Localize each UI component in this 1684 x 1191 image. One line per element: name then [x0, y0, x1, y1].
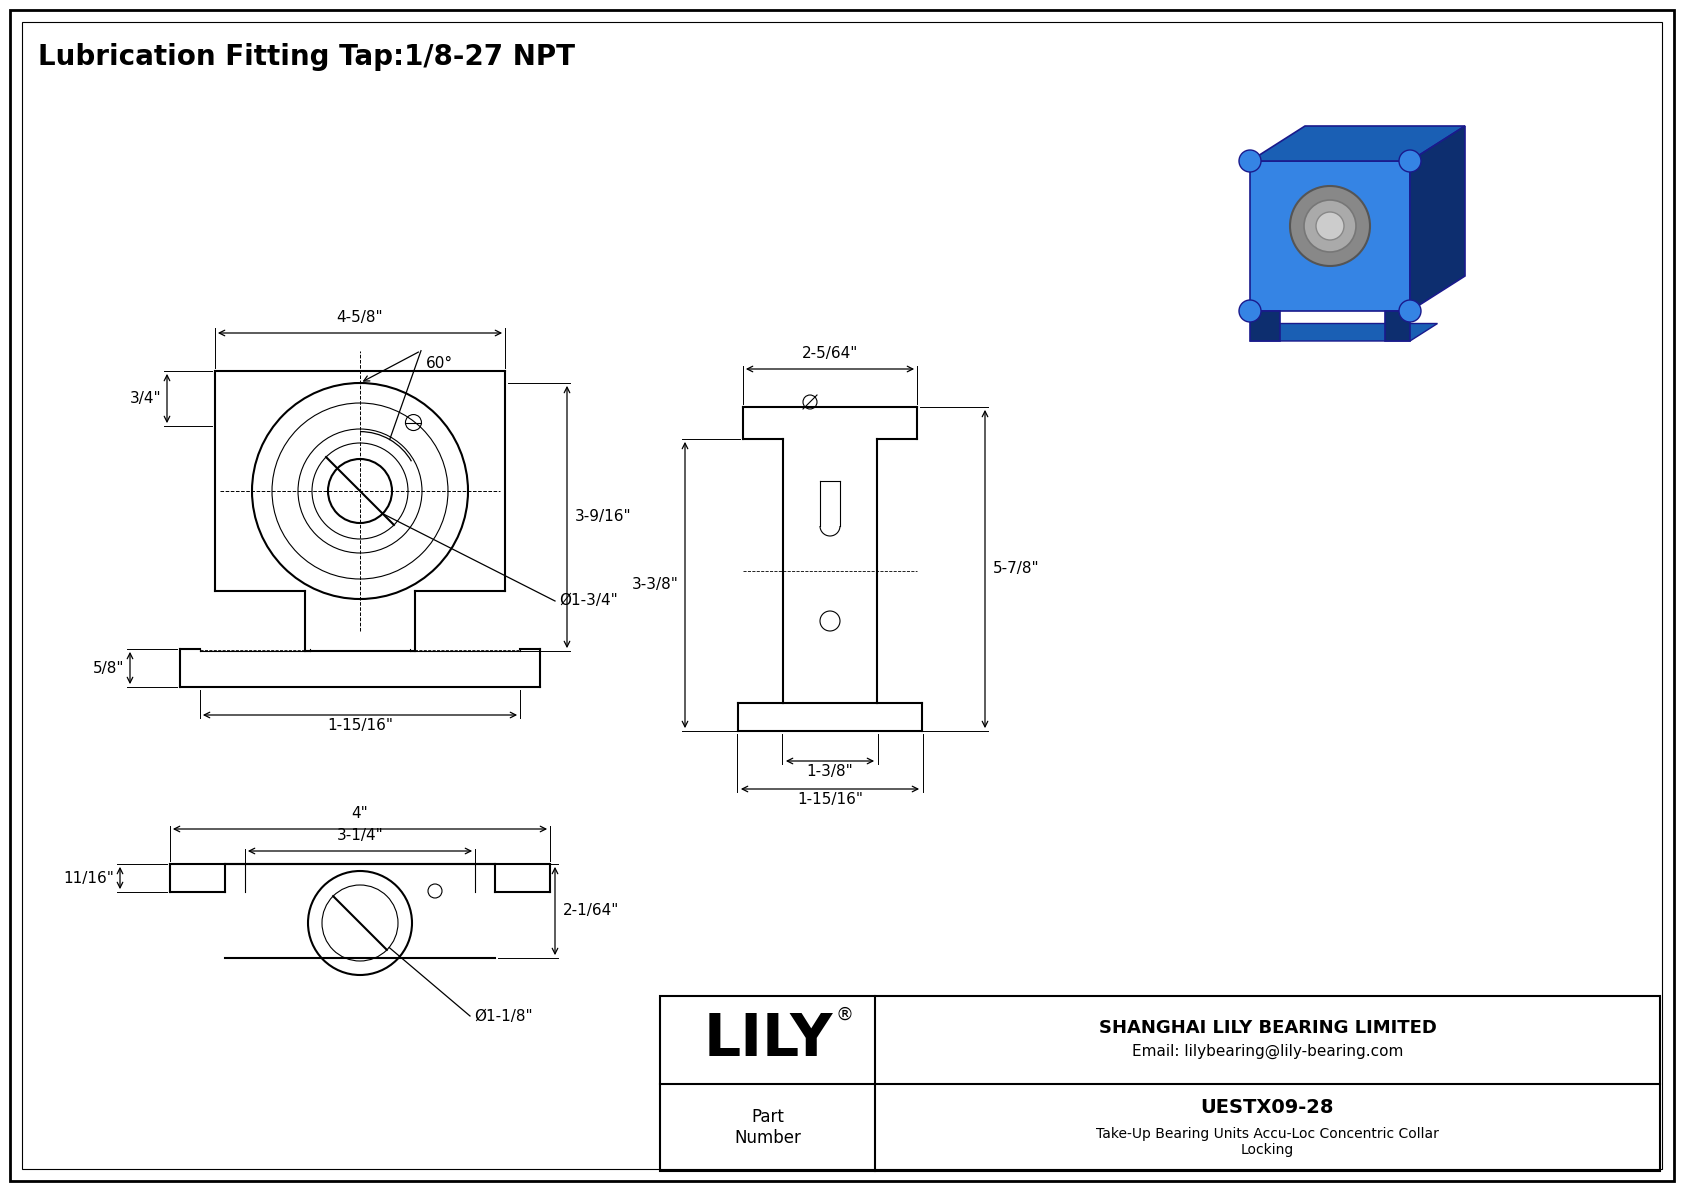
Circle shape: [1315, 212, 1344, 241]
Text: Ø1-1/8": Ø1-1/8": [473, 1009, 532, 1023]
Circle shape: [1290, 186, 1371, 266]
Circle shape: [1239, 300, 1261, 322]
Text: 3-3/8": 3-3/8": [632, 578, 679, 592]
Text: 5/8": 5/8": [93, 661, 125, 675]
Text: Ø1-3/4": Ø1-3/4": [559, 593, 618, 609]
Text: LILY: LILY: [704, 1011, 832, 1068]
Polygon shape: [1410, 126, 1465, 311]
Text: 3-9/16": 3-9/16": [574, 510, 632, 524]
Text: 4-5/8": 4-5/8": [337, 310, 384, 325]
Polygon shape: [1250, 126, 1465, 161]
Text: Email: lilybearing@lily-bearing.com: Email: lilybearing@lily-bearing.com: [1132, 1045, 1403, 1059]
Text: SHANGHAI LILY BEARING LIMITED: SHANGHAI LILY BEARING LIMITED: [1098, 1018, 1436, 1036]
Text: Lubrication Fitting Tap:1/8-27 NPT: Lubrication Fitting Tap:1/8-27 NPT: [39, 43, 574, 71]
Text: 3-1/4": 3-1/4": [337, 828, 384, 843]
Polygon shape: [1384, 311, 1410, 341]
Text: 3/4": 3/4": [130, 391, 162, 406]
Polygon shape: [1250, 311, 1280, 341]
Text: 1-3/8": 1-3/8": [807, 763, 854, 779]
Text: 4": 4": [352, 806, 369, 821]
Text: 11/16": 11/16": [62, 871, 115, 885]
Text: 5-7/8": 5-7/8": [994, 561, 1039, 576]
Polygon shape: [1250, 324, 1438, 341]
Bar: [660, 996, 1660, 1171]
Text: UESTX09-28: UESTX09-28: [1201, 1098, 1334, 1117]
Circle shape: [1303, 200, 1356, 252]
Text: 60°: 60°: [426, 356, 453, 370]
Text: 1-15/16": 1-15/16": [327, 718, 392, 732]
Text: Part
Number: Part Number: [734, 1108, 802, 1147]
Text: Take-Up Bearing Units Accu-Loc Concentric Collar
Locking: Take-Up Bearing Units Accu-Loc Concentri…: [1096, 1127, 1438, 1158]
Text: ®: ®: [835, 1005, 854, 1024]
Text: 1-15/16": 1-15/16": [797, 792, 862, 807]
Text: 2-1/64": 2-1/64": [562, 904, 620, 918]
Text: 2-5/64": 2-5/64": [802, 347, 859, 361]
Polygon shape: [1250, 161, 1410, 311]
Circle shape: [1399, 300, 1421, 322]
Circle shape: [1399, 150, 1421, 172]
Circle shape: [1239, 150, 1261, 172]
